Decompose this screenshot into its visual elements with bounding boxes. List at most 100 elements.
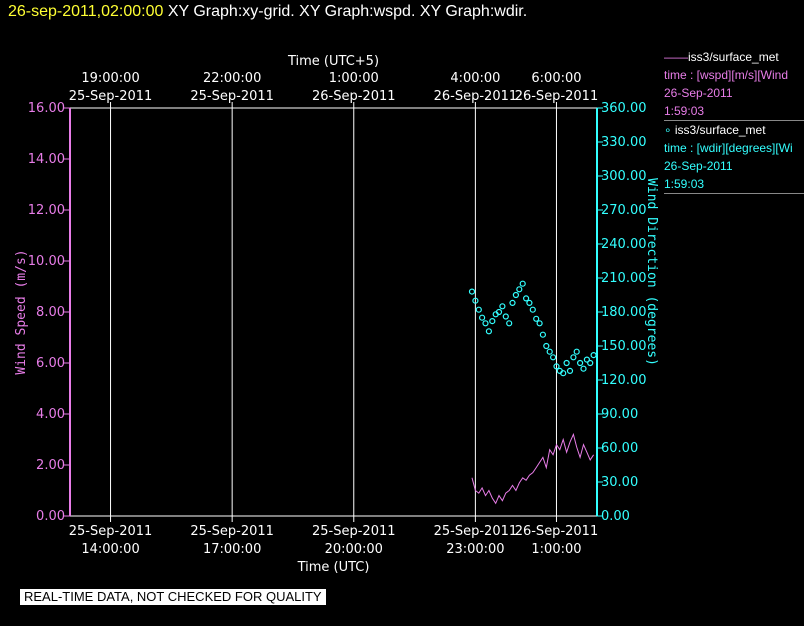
y-left-axis-title: Wind Speed (m/s) [14, 249, 29, 374]
legend-entry-wdir: ∘ iss3/surface_met time : [wdir][degrees… [664, 121, 804, 193]
data-point-wdir [539, 331, 547, 338]
y-right-tick-label: 270.00 [601, 203, 647, 218]
y-left-tick-label: 6.00 [36, 356, 65, 371]
y-left-tick-label: 2.00 [36, 458, 65, 473]
y-right-tick-label: 360.00 [601, 101, 647, 116]
data-point-wdir [576, 359, 584, 367]
x-tick-label-time: 14:00:00 [81, 542, 139, 557]
legend: ——iss3/surface_met time : [wspd][m/s][Wi… [664, 48, 804, 194]
y-right-tick-label: 120.00 [601, 373, 647, 388]
x-top-tick-label-time: 1:00:00 [329, 71, 379, 86]
data-point-wdir [495, 308, 503, 316]
y-left-tick-label: 4.00 [36, 407, 65, 422]
y-right-tick-label: 240.00 [601, 237, 647, 252]
y-right-tick-label: 210.00 [601, 271, 647, 286]
x-top-tick-label-date: 25-Sep-2011 [190, 89, 274, 104]
data-point-wdir [587, 359, 594, 367]
legend-series-desc: time : [wdir][degrees][Wi [664, 141, 793, 155]
legend-circle-marker: ∘ [664, 123, 672, 137]
x-top-tick-label-date: 26-Sep-2011 [515, 89, 599, 104]
x-tick-label-date: 25-Sep-2011 [190, 524, 274, 539]
y-right-axis-title: Wind Direction (degrees) [644, 178, 659, 366]
x-tick-label-time: 17:00:00 [203, 542, 261, 557]
y-right-tick-label: 60.00 [601, 441, 638, 456]
y-right-tick-label: 180.00 [601, 305, 647, 320]
y-right-tick-label: 330.00 [601, 135, 647, 150]
data-point-wdir [536, 320, 543, 327]
x-tick-label-date: 25-Sep-2011 [312, 524, 396, 539]
data-point-wdir [468, 288, 476, 295]
x-top-tick-label-date: 26-Sep-2011 [312, 89, 396, 104]
legend-series-name: iss3/surface_met [688, 50, 779, 64]
timestamp: 26-sep-2011,02:00:00 [8, 3, 164, 20]
data-point-wdir [580, 365, 587, 372]
data-point-wdir [472, 297, 479, 304]
data-point-wdir [526, 299, 533, 306]
data-point-wdir [570, 354, 577, 361]
x-tick-label-time: 23:00:00 [446, 542, 504, 557]
x-top-tick-label-time: 19:00:00 [81, 71, 139, 86]
legend-entry-wspd: ——iss3/surface_met time : [wspd][m/s][Wi… [664, 48, 804, 120]
legend-series-time: 1:59:03 [664, 177, 705, 191]
legend-series-name: iss3/surface_met [674, 123, 766, 137]
y-left-tick-label: 12.00 [28, 203, 65, 218]
graph-name-xy-grid: XY Graph:xy-grid. [167, 3, 295, 20]
y-left-tick-label: 16.00 [28, 101, 65, 116]
data-point-wdir [560, 370, 567, 377]
data-point-wdir [512, 291, 520, 299]
data-point-wdir [499, 303, 506, 310]
legend-line-marker: —— [664, 50, 688, 64]
grid-lines [110, 108, 557, 516]
data-point-wdir [533, 315, 540, 322]
data-point-wdir [516, 286, 523, 293]
x-top-tick-label-date: 26-Sep-2011 [434, 89, 518, 104]
data-point-wdir [479, 314, 486, 321]
graph-name-wdir: XY Graph:wdir. [419, 3, 528, 20]
x-tick-label-date: 26-Sep-2011 [515, 524, 599, 539]
x-axis-title-bottom: Time (UTC) [297, 560, 370, 575]
x-tick-label-date: 25-Sep-2011 [434, 524, 518, 539]
y-right-tick-label: 0.00 [601, 509, 630, 524]
data-point-wdir [519, 280, 526, 287]
legend-series-date: 26-Sep-2011 [664, 86, 733, 100]
y-left-tick-label: 10.00 [28, 254, 65, 269]
x-axis-title-top: Time (UTC+5) [287, 54, 379, 69]
data-point-wdir [509, 299, 516, 306]
y-right-tick-label: 90.00 [601, 407, 638, 422]
data-point-wdir [506, 320, 513, 327]
y-left-tick-label: 14.00 [28, 152, 65, 167]
data-point-wdir [546, 348, 553, 355]
legend-divider [664, 120, 804, 121]
data-point-wdir [549, 354, 557, 361]
series-layer [468, 280, 597, 505]
y-right-tick-label: 30.00 [601, 475, 638, 490]
legend-series-time: 1:59:03 [664, 104, 705, 118]
data-point-wdir [566, 367, 574, 374]
legend-series-date: 26-Sep-2011 [664, 159, 733, 173]
axes [64, 102, 603, 522]
y-right-tick-label: 150.00 [601, 339, 647, 354]
series-line-wspd [471, 432, 595, 505]
data-point-wdir [590, 352, 597, 359]
data-point-wdir [529, 306, 536, 313]
data-point-wdir [475, 306, 482, 313]
y-left-tick-label: 0.00 [36, 509, 65, 524]
x-tick-label-time: 20:00:00 [325, 542, 383, 557]
x-top-tick-label-time: 22:00:00 [203, 71, 261, 86]
legend-divider [664, 193, 804, 194]
x-top-tick-label-time: 6:00:00 [531, 71, 581, 86]
data-point-wdir [583, 356, 591, 363]
x-tick-label-time: 1:00:00 [531, 542, 581, 557]
data-point-wdir [543, 342, 550, 350]
data-point-wdir [482, 320, 489, 327]
data-point-wdir [522, 295, 530, 302]
data-point-wdir [553, 363, 560, 370]
data-point-wdir [489, 318, 496, 325]
data-point-wdir [485, 328, 492, 335]
data-point-wdir [563, 359, 570, 367]
title-bar: 26-sep-2011,02:00:00 XY Graph:xy-grid. X… [8, 2, 527, 22]
y-right-tick-label: 300.00 [601, 169, 647, 184]
x-tick-label-date: 25-Sep-2011 [69, 524, 153, 539]
x-top-tick-label-time: 4:00:00 [450, 71, 500, 86]
